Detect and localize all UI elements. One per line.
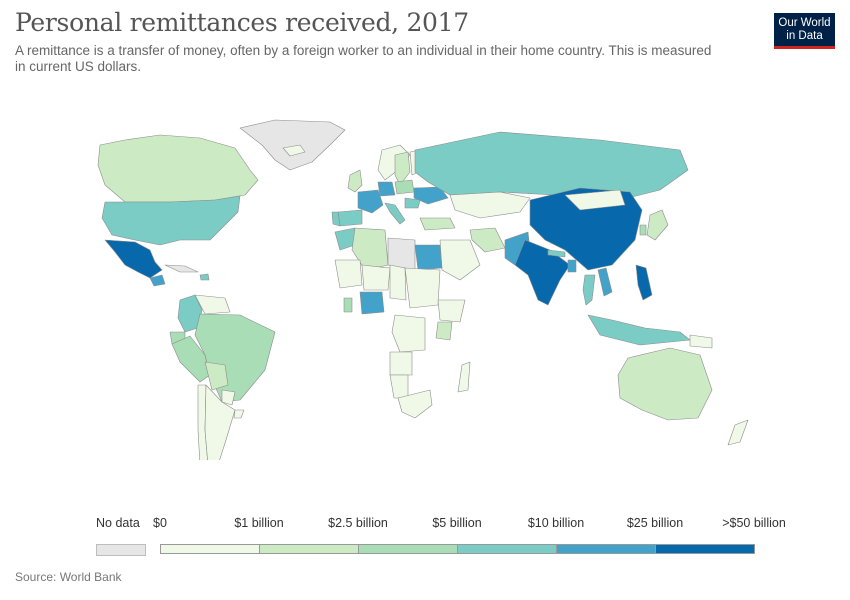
legend-bin-5[interactable] — [655, 544, 755, 554]
country-romania[interactable] — [404, 197, 421, 209]
country-vietnam[interactable] — [597, 267, 613, 297]
country-south-africa[interactable] — [397, 389, 433, 419]
country-greenland[interactable] — [239, 119, 346, 171]
country-niger[interactable] — [361, 264, 391, 291]
country-india[interactable] — [514, 239, 571, 306]
country-bolivia[interactable] — [204, 361, 229, 391]
country-mali[interactable] — [334, 259, 363, 289]
country-united-states[interactable] — [101, 195, 241, 246]
color-legend: No data $0 $1 billion $2.5 billion $5 billi… — [0, 510, 850, 560]
country-bangladesh[interactable] — [567, 259, 577, 273]
country-dominican-republic[interactable] — [199, 273, 210, 281]
legend-tick-label-6: >$50 billion — [722, 516, 786, 530]
legend-tick-label-0: $0 — [153, 516, 167, 530]
legend-no-data-label: No data — [96, 516, 140, 530]
logo-line-1: Our World — [778, 17, 831, 29]
country-poland[interactable] — [394, 179, 415, 195]
owid-logo[interactable]: Our World in Data — [774, 13, 835, 49]
legend-tick-label-5: $25 billion — [626, 516, 684, 530]
world-map — [97, 119, 749, 460]
country-spain[interactable] — [337, 209, 363, 227]
country-ethiopia[interactable] — [437, 299, 466, 323]
country-guatemala[interactable] — [149, 274, 166, 287]
country-iceland[interactable] — [282, 144, 306, 157]
country-philippines[interactable] — [635, 264, 653, 301]
legend-tick-label-3: $5 billion — [432, 516, 482, 530]
country-madagascar[interactable] — [457, 361, 471, 393]
country-paraguay[interactable] — [221, 389, 236, 406]
country-ukraine[interactable] — [413, 186, 449, 205]
legend-bin-1[interactable] — [259, 544, 359, 554]
country-united-kingdom[interactable] — [347, 169, 363, 193]
legend-tick-label-2: $2.5 billion — [328, 516, 388, 530]
chart-subtitle: A remittance is a transfer of money, oft… — [15, 43, 712, 74]
legend-bin-4[interactable] — [556, 544, 656, 554]
country-nigeria[interactable] — [359, 291, 385, 315]
country-saudi-arabia[interactable] — [439, 239, 481, 281]
country-portugal[interactable] — [331, 211, 341, 227]
country-sudan[interactable] — [404, 267, 441, 309]
country-mongolia[interactable] — [564, 189, 626, 211]
legend-bin-2[interactable] — [358, 544, 458, 554]
chart-title: Personal remittances received, 2017 — [15, 8, 469, 37]
country-france[interactable] — [357, 189, 384, 214]
logo-line-2: in Data — [786, 30, 823, 42]
country-japan[interactable] — [646, 209, 669, 241]
country-turkey[interactable] — [419, 217, 456, 231]
country-italy[interactable] — [384, 202, 406, 225]
legend-bin-0[interactable] — [160, 544, 260, 554]
country-angola[interactable] — [389, 351, 413, 376]
country-russia[interactable] — [414, 131, 689, 201]
country-south-korea[interactable] — [639, 224, 647, 236]
country-thailand[interactable] — [582, 274, 596, 306]
country-kenya[interactable] — [435, 321, 453, 341]
country-indonesia[interactable] — [587, 314, 691, 346]
country-nepal[interactable] — [547, 249, 566, 258]
country-mexico[interactable] — [104, 239, 163, 279]
country-egypt[interactable] — [414, 244, 443, 271]
country-namibia[interactable] — [389, 374, 409, 399]
country-iran[interactable] — [469, 227, 506, 253]
country-germany[interactable] — [377, 181, 396, 197]
legend-no-data-swatch[interactable] — [96, 544, 146, 556]
country-australia[interactable] — [617, 347, 713, 421]
country-papua-new-guinea[interactable] — [689, 334, 713, 349]
legend-tick-label-1: $1 billion — [234, 516, 284, 530]
country-morocco[interactable] — [334, 227, 356, 251]
country-venezuela[interactable] — [194, 294, 231, 315]
country-ghana[interactable] — [343, 297, 353, 313]
legend-tick-label-4: $10 billion — [527, 516, 585, 530]
country-kazakhstan[interactable] — [449, 191, 531, 219]
country-chad[interactable] — [389, 264, 407, 301]
country-sweden[interactable] — [394, 151, 411, 186]
map-countries — [97, 119, 749, 460]
legend-bin-3[interactable] — [457, 544, 557, 554]
country-argentina[interactable] — [204, 384, 236, 460]
country-new-zealand[interactable] — [727, 419, 749, 446]
country-cuba[interactable] — [164, 264, 199, 273]
country-canada[interactable] — [97, 134, 259, 203]
source-note: Source: World Bank — [15, 570, 122, 584]
country-uruguay[interactable] — [233, 409, 245, 419]
country-dr-congo[interactable] — [391, 314, 426, 353]
